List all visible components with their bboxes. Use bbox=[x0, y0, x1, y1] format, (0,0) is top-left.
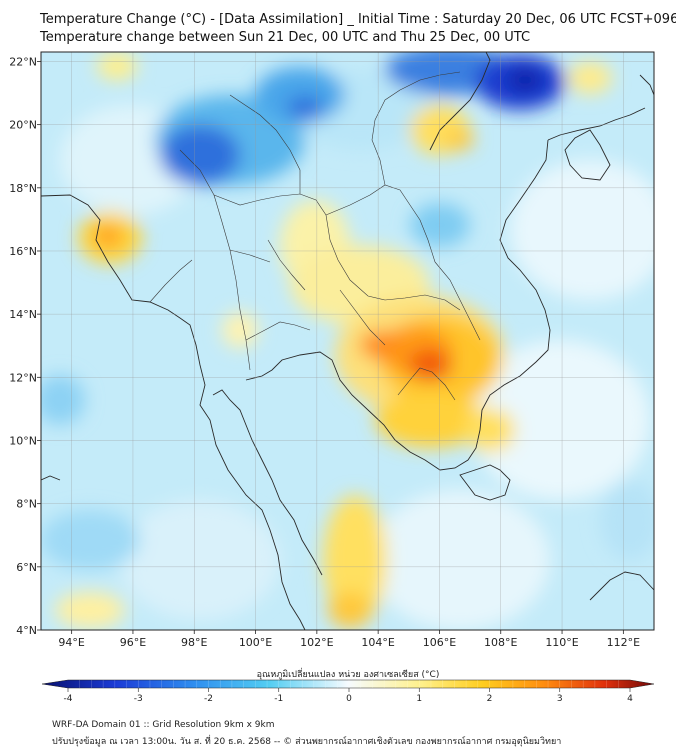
colorbar-tick-label: 2 bbox=[487, 694, 493, 704]
colorbar-tick-label: 1 bbox=[416, 694, 422, 704]
lat-tick-label: 8°N bbox=[16, 498, 37, 511]
lon-tick-label: 100°E bbox=[239, 636, 272, 649]
lon-tick-label: 110°E bbox=[545, 636, 578, 649]
map-frame bbox=[40, 51, 655, 631]
update-credit: ปรับปรุงข้อมูล ณ เวลา 13:00น. วัน ส. ที่… bbox=[52, 737, 562, 747]
lon-tick-label: 112°E bbox=[607, 636, 640, 649]
lat-tick-label: 22°N bbox=[9, 55, 37, 68]
lat-tick-label: 10°N bbox=[9, 434, 37, 447]
lon-tick-label: 108°E bbox=[484, 636, 517, 649]
lon-tick-label: 106°E bbox=[423, 636, 456, 649]
lat-tick-label: 12°N bbox=[9, 371, 37, 384]
lat-tick-label: 4°N bbox=[16, 624, 37, 637]
lon-tick-label: 96°E bbox=[120, 636, 146, 649]
colorbar-tick-label: 0 bbox=[346, 694, 352, 704]
colorbar-tick-label: -2 bbox=[204, 694, 213, 704]
map-subtitle: Temperature change between Sun 21 Dec, 0… bbox=[40, 30, 531, 45]
model-info: WRF-DA Domain 01 :: Grid Resolution 9km … bbox=[52, 720, 275, 730]
lat-tick-label: 14°N bbox=[9, 308, 37, 321]
lon-tick-label: 102°E bbox=[300, 636, 333, 649]
colorbar-title: อุณหภูมิเปลี่ยนแปลง หน่วย องศาเซลเซียส (… bbox=[257, 667, 440, 680]
lat-tick-label: 20°N bbox=[9, 119, 37, 132]
lat-tick-label: 18°N bbox=[9, 182, 37, 195]
colorbar-tick-label: 3 bbox=[557, 694, 563, 704]
colorbar-tick-label: -4 bbox=[64, 694, 73, 704]
lon-tick-label: 98°E bbox=[181, 636, 207, 649]
graticule bbox=[41, 52, 654, 630]
lon-tick-label: 94°E bbox=[58, 636, 84, 649]
colorbar bbox=[41, 679, 655, 689]
map-title: Temperature Change (°C) - [Data Assimila… bbox=[40, 12, 676, 27]
temperature-field bbox=[41, 52, 654, 630]
lon-tick-label: 104°E bbox=[361, 636, 394, 649]
lat-tick-label: 6°N bbox=[16, 561, 37, 574]
lat-tick-label: 16°N bbox=[9, 245, 37, 258]
colorbar-tick-label: -1 bbox=[274, 694, 283, 704]
colorbar-tick-label: -3 bbox=[134, 694, 143, 704]
coastlines bbox=[41, 52, 654, 630]
colorbar-tick-label: 4 bbox=[627, 694, 633, 704]
borders bbox=[149, 71, 481, 401]
